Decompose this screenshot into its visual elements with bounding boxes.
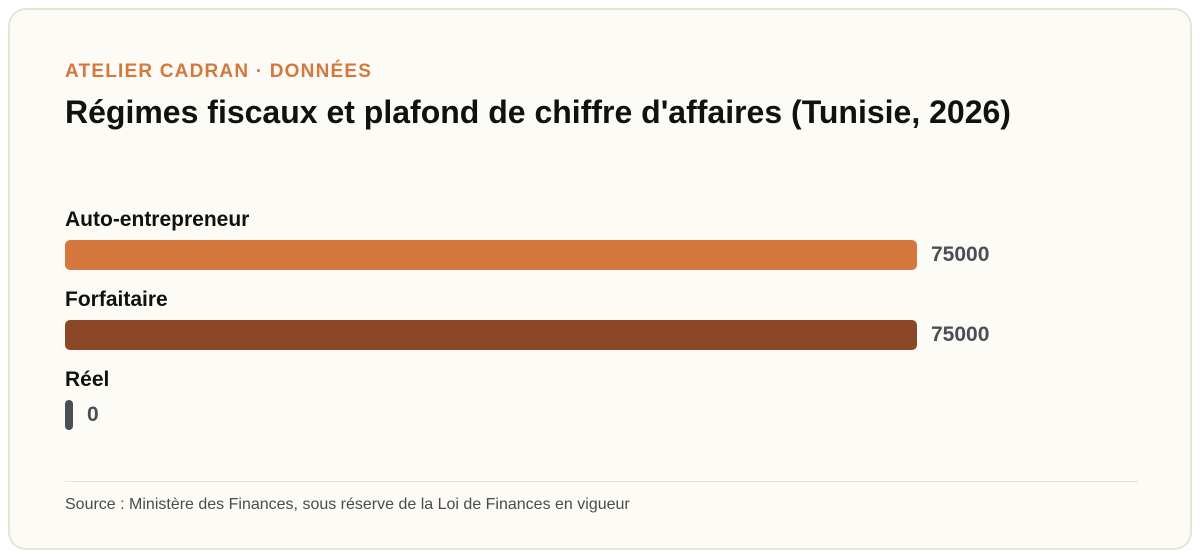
eyebrow-label: ATELIER CADRAN · DONNÉES <box>65 61 373 82</box>
bar <box>65 240 917 270</box>
chart-card: ATELIER CADRAN · DONNÉES Régimes fiscaux… <box>8 8 1192 550</box>
bar-label: Auto-entrepreneur <box>65 208 250 231</box>
bar-value-label: 75000 <box>931 243 990 266</box>
bar-chart-area: Auto-entrepreneur 75000 Forfaitaire 75000 Ré… <box>10 10 1194 552</box>
source-note: Source : Ministère des Finances, sous ré… <box>65 496 630 513</box>
bar-value-label: 0 <box>87 403 99 426</box>
bar-value-label: 75000 <box>931 323 990 346</box>
bar-label: Réel <box>65 368 110 391</box>
bar-label: Forfaitaire <box>65 288 168 311</box>
chart-title: Régimes fiscaux et plafond de chiffre d'… <box>65 94 1011 130</box>
bar <box>65 400 73 430</box>
divider <box>65 481 1138 482</box>
bar <box>65 320 917 350</box>
